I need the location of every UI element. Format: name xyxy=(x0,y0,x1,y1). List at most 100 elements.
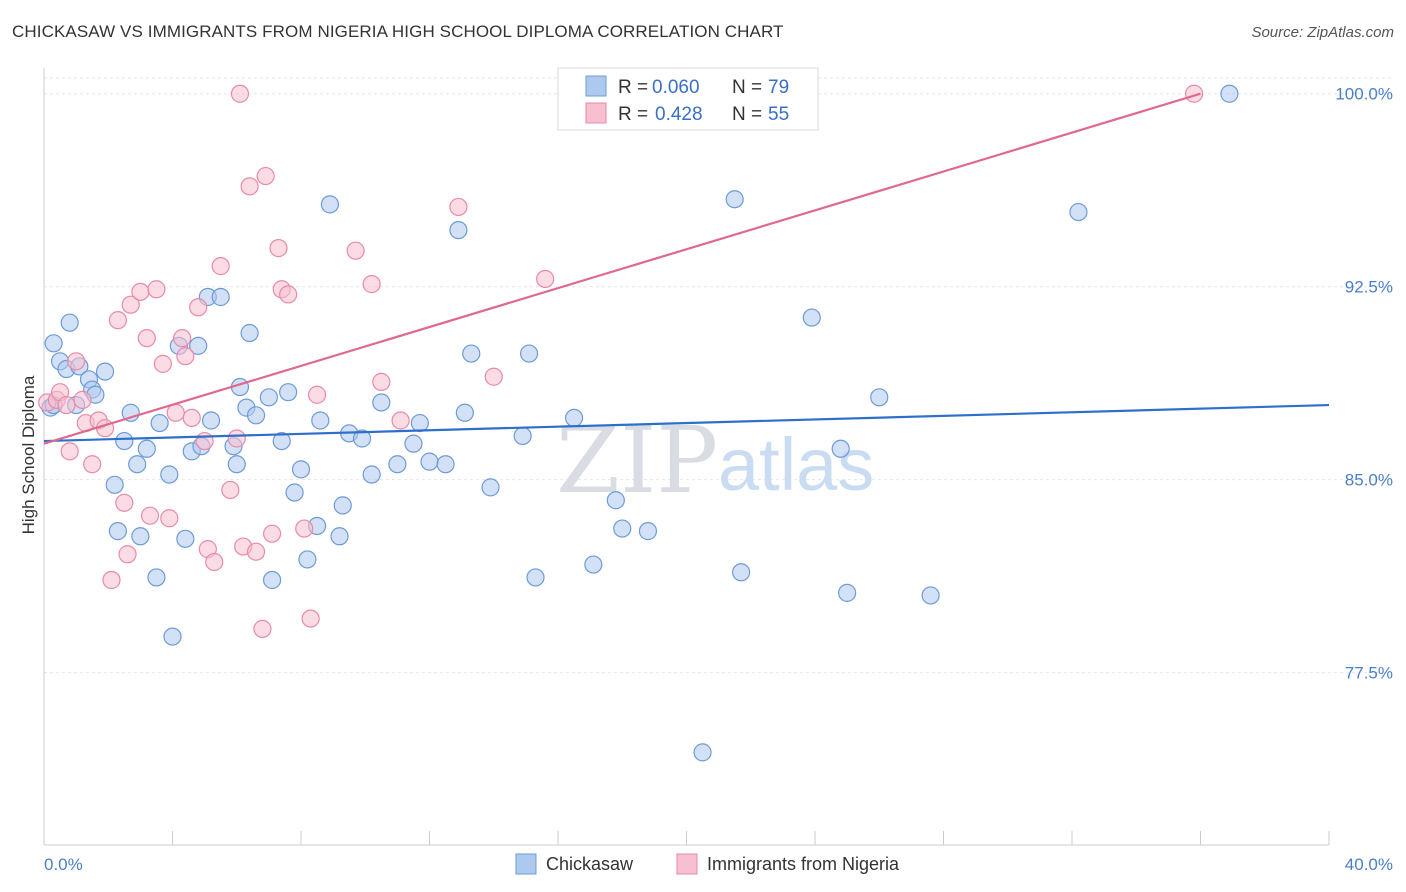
nigeria-point-52 xyxy=(536,269,555,289)
bottom-legend-swatch-chickasaw xyxy=(515,853,537,875)
legend-r-label-2: R = xyxy=(618,104,648,125)
chickasaw-point-26 xyxy=(189,336,208,355)
x-tick-label-1: 40.0% xyxy=(1345,855,1393,874)
chickasaw-point-29 xyxy=(201,411,221,430)
chickasaw-point-77 xyxy=(921,586,940,605)
chickasaw-point-65 xyxy=(564,408,584,428)
legend-n-value-1: 79 xyxy=(768,77,789,98)
legend-box: R = 0.060 N = 79 R = 0.428 N = 55 xyxy=(557,67,819,131)
chickasaw-point-11 xyxy=(95,362,115,381)
chickasaw-point-55 xyxy=(410,413,429,433)
nigeria-point-29 xyxy=(205,552,224,572)
nigeria-point-27 xyxy=(195,431,214,451)
legend-n-label-2: N = xyxy=(732,104,762,125)
chickasaw-point-21 xyxy=(160,465,179,484)
nigeria-point-40 xyxy=(269,238,288,258)
chickasaw-point-61 xyxy=(481,478,500,497)
chickasaw-point-58 xyxy=(449,220,468,240)
chickasaw-point-79 xyxy=(1220,84,1239,103)
chickasaw-point-62 xyxy=(513,426,532,446)
chickasaw-point-69 xyxy=(638,522,658,541)
nigeria-point-16 xyxy=(131,282,150,301)
chickasaw-point-42 xyxy=(291,460,311,479)
chickasaw-point-74 xyxy=(831,439,850,458)
chickasaw-point-63 xyxy=(519,344,539,363)
chickasaw-point-2 xyxy=(44,334,63,353)
nigeria-point-22 xyxy=(166,403,185,422)
nigeria-point-19 xyxy=(147,280,166,299)
legend-swatch-nigeria xyxy=(585,102,607,124)
chickasaw-point-66 xyxy=(584,555,603,574)
chickasaw-point-60 xyxy=(462,344,481,363)
nigeria-point-14 xyxy=(118,545,137,564)
chickasaw-point-54 xyxy=(404,434,423,453)
trend-lines xyxy=(43,92,1330,445)
chickasaw-point-5 xyxy=(60,313,79,332)
nigeria-point-47 xyxy=(362,275,381,294)
watermark-atlas: atlas xyxy=(718,423,874,506)
grid-lines xyxy=(44,77,1392,674)
chickasaw-point-51 xyxy=(362,465,381,484)
chickasaw-point-35 xyxy=(240,323,259,343)
nigeria-point-50 xyxy=(449,197,468,217)
y-tick-label-1: 85.0% xyxy=(1345,471,1393,490)
bottom-legend: Chickasaw Immigrants from Nigeria xyxy=(515,853,900,875)
nigeria-point-26 xyxy=(189,298,208,317)
nigeria-point-37 xyxy=(253,619,272,638)
legend-swatch-chickasaw xyxy=(585,75,607,97)
nigeria-point-51 xyxy=(484,367,503,386)
nigeria-point-32 xyxy=(227,429,246,448)
chickasaw-point-68 xyxy=(613,519,632,538)
chickasaw-point-16 xyxy=(128,455,147,474)
nigeria-point-20 xyxy=(153,354,172,373)
chickasaw-point-24 xyxy=(176,529,195,548)
legend-r-value-1: 0.060 xyxy=(652,77,700,98)
nigeria-point-23 xyxy=(173,329,192,348)
chickasaw-point-48 xyxy=(333,496,352,515)
y-tick-labels: 77.5% 85.0% 92.5% 100.0% xyxy=(1335,85,1393,683)
legend-r-value-2: 0.428 xyxy=(655,104,703,125)
nigeria-point-18 xyxy=(140,506,160,525)
data-points xyxy=(38,84,1239,762)
nigeria-point-38 xyxy=(256,166,275,186)
chickasaw-point-40 xyxy=(279,383,298,402)
chickasaw-point-36 xyxy=(246,406,266,425)
chickasaw-point-67 xyxy=(606,491,625,510)
y-tick-label-2: 92.5% xyxy=(1345,278,1393,297)
nigeria-point-35 xyxy=(240,177,259,196)
chickasaw-point-14 xyxy=(115,431,134,451)
bottom-legend-label-chickasaw: Chickasaw xyxy=(546,854,634,874)
y-tick-label-0: 77.5% xyxy=(1345,664,1393,683)
nigeria-point-13 xyxy=(115,493,134,512)
chickasaw-point-13 xyxy=(108,522,127,541)
legend-n-label-1: N = xyxy=(732,77,762,98)
chickasaw-point-32 xyxy=(227,455,246,474)
chickasaw-point-46 xyxy=(320,195,340,214)
x-tick-labels: 0.0% 40.0% xyxy=(44,855,1393,874)
nigeria-point-36 xyxy=(246,542,266,561)
nigeria-point-8 xyxy=(83,455,102,474)
chickasaw-point-19 xyxy=(147,568,166,587)
bottom-legend-swatch-nigeria xyxy=(676,853,698,875)
chickasaw-trend-line xyxy=(43,403,1330,443)
chickasaw-point-41 xyxy=(285,483,304,502)
nigeria-point-17 xyxy=(137,329,156,348)
chickasaw-point-75 xyxy=(838,583,857,602)
nigeria-point-25 xyxy=(182,408,201,428)
nigeria-point-30 xyxy=(211,257,230,276)
nigeria-point-45 xyxy=(307,385,327,404)
chickasaw-point-64 xyxy=(526,568,545,587)
nigeria-point-3 xyxy=(57,395,76,415)
chickasaw-point-22 xyxy=(163,627,182,646)
chickasaw-point-53 xyxy=(388,455,407,474)
chickasaw-point-45 xyxy=(311,411,330,430)
source-credit: Source: ZipAtlas.com xyxy=(1251,24,1394,41)
nigeria-point-4 xyxy=(60,442,79,461)
chickasaw-point-76 xyxy=(870,388,889,407)
chickasaw-point-52 xyxy=(372,393,391,412)
chickasaw-point-38 xyxy=(262,570,282,590)
nigeria-point-42 xyxy=(279,285,298,304)
chickasaw-point-43 xyxy=(298,550,317,569)
x-tick-label-0: 0.0% xyxy=(44,855,83,874)
nigeria-point-21 xyxy=(160,509,179,528)
